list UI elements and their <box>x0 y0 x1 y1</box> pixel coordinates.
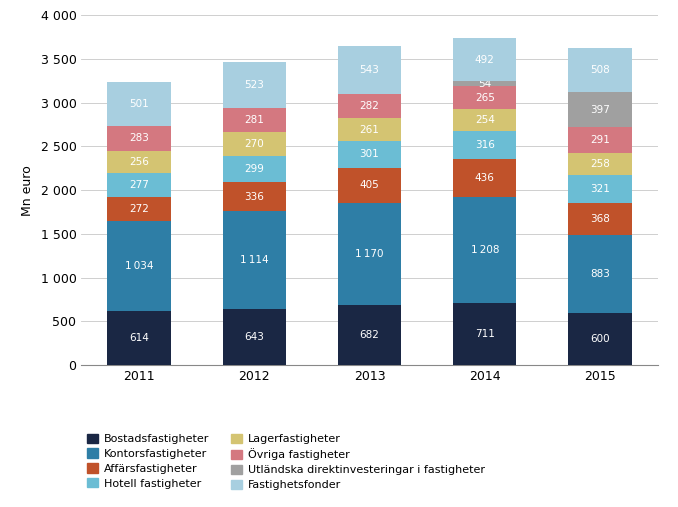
Bar <box>453 159 517 197</box>
Text: 54: 54 <box>478 79 492 89</box>
Bar <box>222 132 286 156</box>
Bar <box>107 173 171 197</box>
Text: 261: 261 <box>359 125 380 135</box>
Text: 291: 291 <box>590 135 610 145</box>
Text: 281: 281 <box>244 115 264 125</box>
Bar <box>338 168 401 203</box>
Text: 270: 270 <box>244 139 264 149</box>
Text: 600: 600 <box>591 334 610 344</box>
Bar <box>568 312 632 365</box>
Bar <box>568 127 632 153</box>
Bar <box>453 303 517 365</box>
Text: 501: 501 <box>129 99 149 109</box>
Bar <box>222 309 286 365</box>
Text: 405: 405 <box>359 180 380 190</box>
Bar <box>107 126 171 151</box>
Text: 397: 397 <box>590 105 610 115</box>
Text: 256: 256 <box>129 157 149 167</box>
Text: 299: 299 <box>244 164 264 174</box>
Bar <box>568 48 632 92</box>
Bar <box>107 82 171 126</box>
Bar <box>338 141 401 168</box>
Text: 492: 492 <box>475 55 495 65</box>
Text: 711: 711 <box>475 329 495 339</box>
Text: 258: 258 <box>590 159 610 169</box>
Bar <box>453 109 517 131</box>
Text: 614: 614 <box>129 333 149 343</box>
Text: 336: 336 <box>244 192 264 202</box>
Text: 682: 682 <box>359 330 380 340</box>
Bar <box>453 131 517 159</box>
Bar <box>107 221 171 311</box>
Bar <box>568 235 632 312</box>
Bar <box>338 94 401 119</box>
Bar <box>338 46 401 94</box>
Bar <box>107 151 171 173</box>
Text: 283: 283 <box>129 133 149 143</box>
Legend: Bostadsfastigheter, Kontorsfastigheter, Affärsfastigheter, Hotell fastigheter, L: Bostadsfastigheter, Kontorsfastigheter, … <box>87 433 485 490</box>
Bar <box>222 182 286 211</box>
Text: 523: 523 <box>244 80 264 90</box>
Text: 643: 643 <box>244 332 264 342</box>
Bar <box>107 197 171 221</box>
Bar <box>107 311 171 365</box>
Bar <box>453 197 517 303</box>
Y-axis label: Mn euro: Mn euro <box>21 165 34 215</box>
Bar <box>453 81 517 86</box>
Text: 301: 301 <box>359 150 380 160</box>
Bar <box>568 153 632 175</box>
Bar <box>453 39 517 81</box>
Text: 436: 436 <box>475 173 495 183</box>
Text: 508: 508 <box>590 65 610 75</box>
Text: 1 114: 1 114 <box>240 255 268 265</box>
Text: 282: 282 <box>359 101 380 111</box>
Text: 272: 272 <box>129 204 149 214</box>
Text: 1 208: 1 208 <box>471 245 499 255</box>
Text: 277: 277 <box>129 180 149 190</box>
Text: 883: 883 <box>590 269 610 279</box>
Bar <box>568 175 632 203</box>
Text: 316: 316 <box>475 140 495 150</box>
Text: 1 170: 1 170 <box>355 249 384 259</box>
Text: 368: 368 <box>590 214 610 224</box>
Bar <box>222 211 286 309</box>
Bar <box>222 107 286 132</box>
Text: 321: 321 <box>590 184 610 194</box>
Bar <box>222 62 286 107</box>
Text: 265: 265 <box>475 93 495 102</box>
Bar <box>453 86 517 109</box>
Text: 254: 254 <box>475 115 495 125</box>
Text: 1 034: 1 034 <box>125 261 153 271</box>
Bar <box>338 305 401 365</box>
Bar <box>222 156 286 182</box>
Bar <box>338 203 401 305</box>
Bar <box>568 92 632 127</box>
Bar <box>568 203 632 235</box>
Text: 543: 543 <box>359 65 380 75</box>
Bar <box>338 119 401 141</box>
